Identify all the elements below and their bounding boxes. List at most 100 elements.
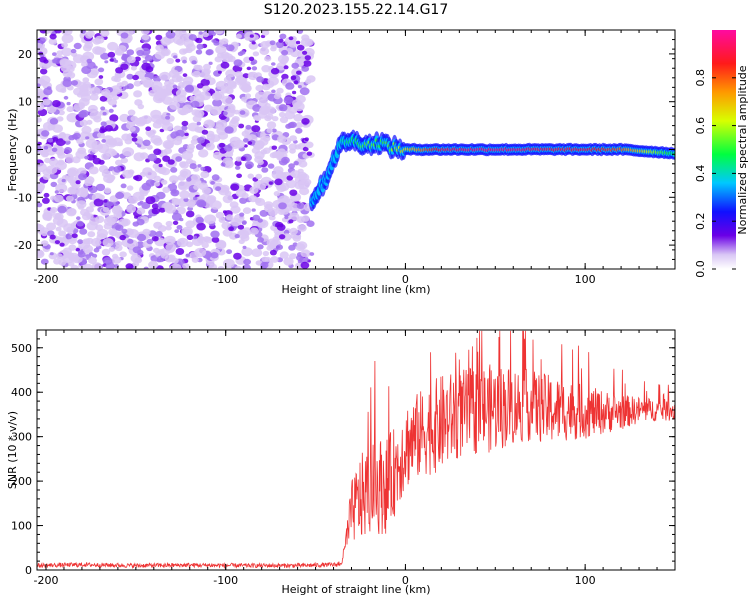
spectrogram-noise-cell xyxy=(73,132,81,139)
spectrogram-noise-cell xyxy=(236,173,243,179)
spectrogram-noise-cell xyxy=(100,52,110,60)
spectrogram-noise-cell xyxy=(136,233,147,242)
spectrogram-noise-cell xyxy=(273,93,281,100)
spectrogram-noise-cell xyxy=(198,31,203,35)
spectrogram-noise-cell xyxy=(277,148,286,155)
spectrogram-noise-cell xyxy=(175,58,181,63)
spectrogram-noise-cell xyxy=(98,75,104,79)
spectrogram-noise-cell xyxy=(120,157,128,164)
spectrogram-noise-cell xyxy=(217,70,222,74)
spectrogram-noise-cell xyxy=(77,239,84,245)
spectrogram-noise-cell xyxy=(181,125,188,131)
spectrogram-noise-cell xyxy=(249,186,259,194)
spectrogram-noise-cell xyxy=(272,236,280,243)
spectrogram-noise-cell xyxy=(146,144,153,150)
spectrogram-noise-cell xyxy=(164,235,176,245)
spectrogram-noise-cell xyxy=(200,166,206,171)
spectrogram-noise-cell xyxy=(205,49,213,56)
spectrogram-noise-cell xyxy=(103,187,112,194)
spectrogram-noise-cell xyxy=(188,34,197,41)
spectrogram-noise-cell xyxy=(288,163,295,169)
spectrogram-noise-cell xyxy=(75,149,87,159)
spectrogram-noise-cell xyxy=(193,179,202,186)
spectrogram-noise-cell xyxy=(277,135,287,143)
spectrogram-noise-cell xyxy=(65,60,77,70)
spectrogram-noise-cell xyxy=(267,163,275,169)
spectrogram-noise-cell xyxy=(153,138,163,146)
spectrogram-noise-cell xyxy=(283,257,294,266)
spectrogram-noise-cell xyxy=(233,139,245,149)
spectrogram-noise-cell xyxy=(60,88,67,93)
spectrogram-noise-cell xyxy=(301,215,310,222)
spectrogram-noise-cell xyxy=(42,98,51,106)
spectrogram-noise-cell xyxy=(79,109,89,118)
spectrogram-noise-cell xyxy=(153,148,162,156)
spectrogram-noise-cell xyxy=(176,38,185,46)
spectrogram-noise-cell xyxy=(142,139,151,146)
colorbar-tick-label: 0.6 xyxy=(694,117,707,135)
spectrogram-noise-cell xyxy=(278,111,286,118)
spectrogram-noise-cell xyxy=(88,185,98,194)
spectrogram-noise-cell xyxy=(270,46,277,52)
spectrogram-noise-cell xyxy=(121,218,131,227)
spectrogram-noise-cell xyxy=(154,92,166,102)
snr-y-ticks: 0 100 200 300 400 500 xyxy=(11,329,675,577)
spectrogram-noise-cell xyxy=(237,224,245,230)
spectrogram-noise-cell xyxy=(172,84,178,89)
spectrogram-noise-cell xyxy=(266,128,273,134)
spectrogram-noise-cell xyxy=(53,194,64,203)
spectrogram-noise-cell xyxy=(234,265,242,269)
spectrogram-noise-cell xyxy=(215,80,228,90)
spectrogram-noise-cell xyxy=(127,229,134,236)
spectrogram-noise-cell xyxy=(215,211,224,219)
spectrogram-noise-cell xyxy=(220,38,229,45)
spectrogram-noise-cell xyxy=(279,106,284,110)
colorbar-gradient xyxy=(712,30,736,269)
spectrogram-noise-cell xyxy=(61,42,68,48)
spectrogram-noise-cell xyxy=(230,217,242,227)
spectrogram-noise-cell xyxy=(55,226,62,232)
spectrogram-noise-cell xyxy=(136,49,145,57)
spectrogram-noise-cell xyxy=(51,59,57,64)
spectrogram-noise-cell xyxy=(147,214,152,219)
spectrogram-noise-cell xyxy=(131,137,138,142)
spectrogram-noise-cell xyxy=(289,227,298,235)
spectrogram-noise-cell xyxy=(93,198,104,207)
spectrogram-noise-cell xyxy=(109,114,119,122)
spectrogram-noise-cell xyxy=(55,253,63,259)
spectrogram-noise-cell xyxy=(301,118,310,125)
spectrogram-noise-cell xyxy=(297,259,303,264)
spectrogram-noise-cell xyxy=(295,127,303,134)
spectrogram-noise-cell xyxy=(132,221,140,227)
spectrogram-noise-cell xyxy=(126,185,134,191)
spectrogram-noise-cell xyxy=(39,56,47,63)
spectrogram-noise-cell xyxy=(145,196,156,205)
spectrogram-noise-cell xyxy=(59,242,65,247)
spectrogram-noise-cell xyxy=(204,214,217,224)
spectrogram-noise-cell xyxy=(234,71,243,78)
spectrogram-noise-cell xyxy=(165,225,172,231)
spectrogram-noise-cell xyxy=(39,75,51,85)
spectrogram-noise-cell xyxy=(65,175,74,182)
spectrogram-noise-cell xyxy=(179,48,187,55)
spectrogram-noise-cell xyxy=(53,258,61,265)
spectrogram-noise-cell xyxy=(184,132,189,137)
y-tick-label: 10 xyxy=(18,96,32,109)
spectrogram-noise-cell xyxy=(143,81,152,88)
spectrogram-noise-cell xyxy=(111,75,119,82)
spectrogram-noise-cell xyxy=(86,58,93,64)
spectrogram-noise-cell xyxy=(100,121,107,127)
spectrogram-noise-cell xyxy=(192,235,198,240)
spectrogram-noise-cell xyxy=(181,120,189,127)
spectrogram-noise-cell xyxy=(254,197,262,204)
spectrogram-noise-cell xyxy=(159,128,165,133)
spectrogram-noise-cell xyxy=(221,95,233,105)
spectrogram-noise-cell xyxy=(132,261,140,267)
snr-x-label: Height of straight line (km) xyxy=(281,583,430,596)
spectrogram-noise-cell xyxy=(276,223,286,231)
spectrogram-noise-cell xyxy=(171,198,181,206)
spectrogram-noise-cell xyxy=(210,106,222,116)
spectrogram-noise-cell xyxy=(290,75,297,81)
spectrogram-noise-cell xyxy=(196,43,204,50)
